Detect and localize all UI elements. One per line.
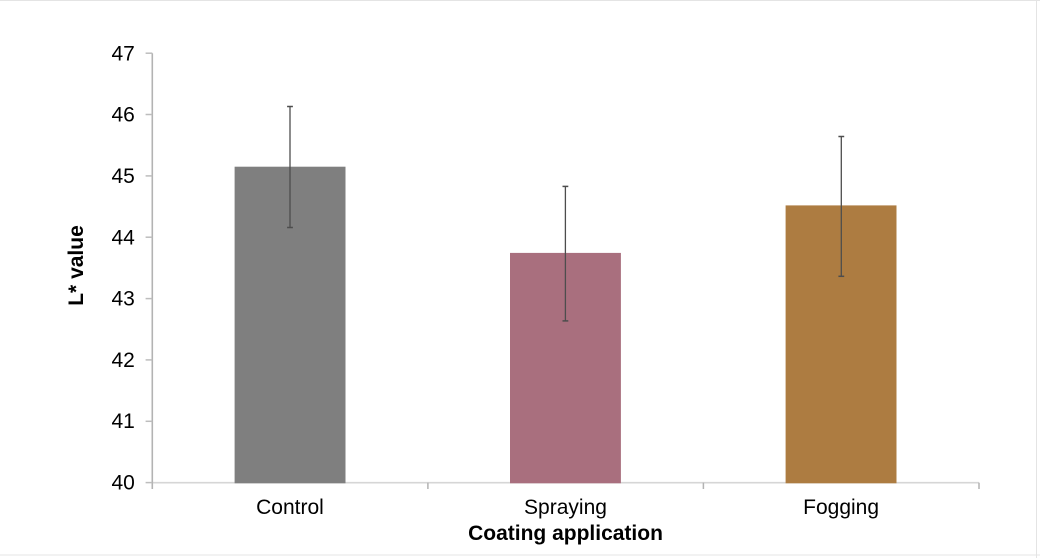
svg-text:Spraying: Spraying bbox=[524, 496, 607, 519]
svg-text:43: 43 bbox=[111, 288, 134, 311]
svg-text:44: 44 bbox=[111, 226, 135, 249]
svg-text:47: 47 bbox=[111, 42, 134, 65]
svg-text:Coating application: Coating application bbox=[468, 522, 663, 545]
svg-text:41: 41 bbox=[111, 410, 134, 433]
svg-text:L* value: L* value bbox=[65, 225, 88, 306]
svg-text:Control: Control bbox=[256, 496, 324, 519]
svg-text:40: 40 bbox=[111, 471, 134, 494]
svg-text:42: 42 bbox=[111, 349, 134, 372]
svg-text:Fogging: Fogging bbox=[803, 496, 879, 519]
svg-text:45: 45 bbox=[111, 165, 134, 188]
svg-text:46: 46 bbox=[111, 104, 134, 127]
